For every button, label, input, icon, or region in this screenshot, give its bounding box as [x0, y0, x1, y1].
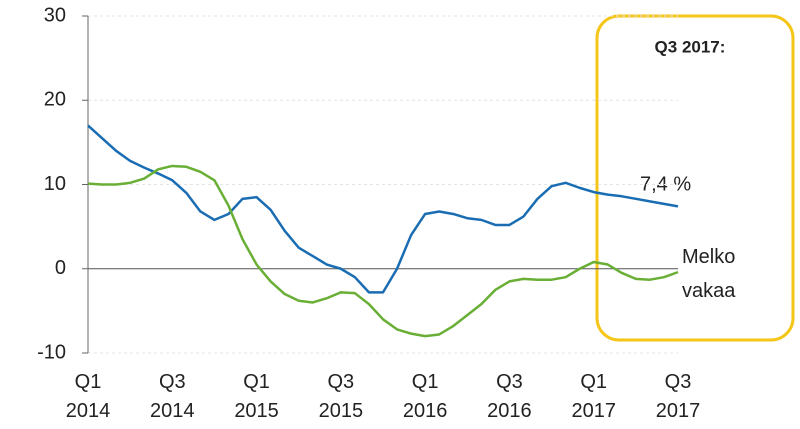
x-tick-label: Q3 2015 — [319, 371, 364, 422]
x-tick-label: Q1 2015 — [234, 371, 279, 422]
y-tick-label: -10 — [37, 341, 66, 363]
line-series — [87, 124, 679, 294]
y-tick-label: 0 — [55, 257, 66, 279]
y-tick-label: 10 — [44, 173, 66, 195]
x-tick-label: Q3 2014 — [150, 371, 195, 422]
line-series — [87, 164, 679, 338]
y-tick-label: 20 — [44, 89, 66, 111]
highlight-box — [595, 14, 795, 342]
x-tick-label: Q1 2014 — [66, 371, 111, 422]
x-tick-label: Q3 2017 — [656, 371, 701, 422]
highlight-title: Q3 2017: — [655, 37, 726, 56]
x-tick-label: Q3 2016 — [487, 371, 532, 422]
series-annotation: Melko vakaa — [682, 246, 736, 302]
y-tick-label: 30 — [44, 4, 66, 26]
x-tick-label: Q1 2017 — [571, 371, 616, 422]
x-tick-label: Q1 2016 — [403, 371, 448, 422]
